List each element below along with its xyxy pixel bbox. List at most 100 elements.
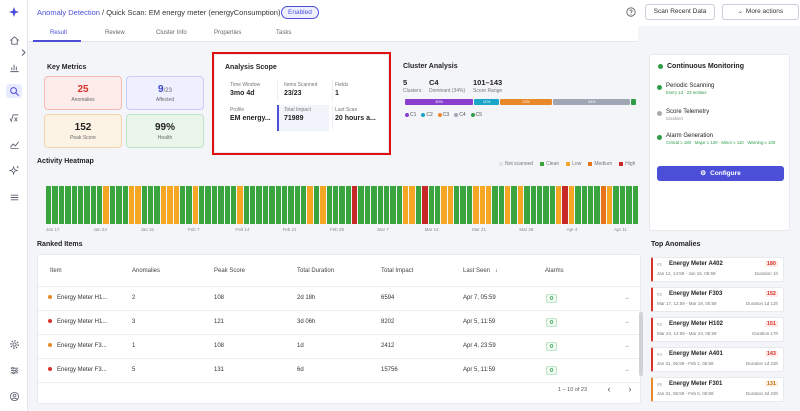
heatmap-day-cell[interactable]	[619, 186, 626, 224]
top-anomaly-card[interactable]: #1 Energy Meter A402 Jan 12, 14:59 - Jan 1…	[651, 257, 784, 282]
heatmap-day-cell[interactable]	[332, 186, 339, 224]
heatmap-day-cell[interactable]	[71, 186, 77, 224]
heatmap-day-cell[interactable]	[441, 186, 447, 224]
heatmap-day-cell[interactable]	[275, 186, 281, 224]
heatmap-day-cell[interactable]	[109, 186, 116, 224]
cluster-segment[interactable]: 34%	[553, 99, 631, 105]
settings-gear-icon[interactable]	[6, 337, 22, 351]
heatmap-day-cell[interactable]	[556, 186, 562, 224]
column-header-peak-score[interactable]: Peak Score	[214, 268, 246, 274]
table-row[interactable]: Energy Meter H1... 3 121 3d 06h 8202 Apr 5, 1…	[38, 310, 640, 334]
heatmap-day-cell[interactable]	[403, 186, 409, 224]
heatmap-day-cell[interactable]	[173, 186, 179, 224]
column-header-total-duration[interactable]: Total Duration	[297, 268, 335, 274]
heatmap-day-cell[interactable]	[46, 186, 52, 224]
home-icon[interactable]	[6, 33, 22, 47]
bar-chart-icon[interactable]	[6, 60, 22, 74]
heatmap-day-cell[interactable]	[262, 186, 269, 224]
heatmap-day-cell[interactable]	[237, 186, 243, 224]
heatmap-day-cell[interactable]	[422, 186, 428, 224]
heatmap-day-cell[interactable]	[205, 186, 211, 224]
alarm-generation-item[interactable]: Alarm Generation Critical ≥ 180 · Major ≥…	[666, 133, 775, 145]
top-anomaly-card[interactable]: #2 Energy Meter F303 Mar 17, 12:59 - Mar 1…	[651, 287, 784, 312]
score-telemetry-item[interactable]: Score Telemetry Disabled	[666, 109, 709, 121]
column-header-alarms[interactable]: Alarms	[545, 268, 564, 274]
top-anomaly-card[interactable]: #4 Energy Meter A401 Jan 31, 06:59 - Feb 2…	[651, 347, 784, 372]
heatmap-day-cell[interactable]	[409, 186, 415, 224]
heatmap-day-cell[interactable]	[339, 186, 345, 224]
menu-icon[interactable]	[6, 190, 22, 204]
heatmap-day-cell[interactable]	[390, 186, 396, 224]
heatmap-day-cell[interactable]	[352, 186, 358, 224]
heatmap-day-cell[interactable]	[466, 186, 473, 224]
heatmap-day-cell[interactable]	[230, 186, 237, 224]
cluster-segment[interactable]: 23%	[500, 99, 553, 105]
heatmap-day-cell[interactable]	[428, 186, 434, 224]
heatmap-day-cell[interactable]	[65, 186, 71, 224]
heatmap-day-cell[interactable]	[607, 186, 613, 224]
heatmap-day-cell[interactable]	[58, 186, 65, 224]
heatmap-day-cell[interactable]	[250, 186, 256, 224]
heatmap-day-cell[interactable]	[613, 186, 619, 224]
column-header-last-seen[interactable]: Last Seen ↓	[463, 268, 498, 274]
row-open-arrow-icon[interactable]: →	[624, 295, 630, 301]
heatmap-day-cell[interactable]	[492, 186, 498, 224]
heatmap-day-cell[interactable]	[434, 186, 441, 224]
heatmap-day-cell[interactable]	[135, 186, 141, 224]
search-icon[interactable]	[6, 84, 22, 98]
heatmap-day-cell[interactable]	[632, 186, 638, 224]
heatmap-day-cell[interactable]	[396, 186, 402, 224]
heatmap-day-cell[interactable]	[485, 186, 492, 224]
tab-cluster-info[interactable]: Cluster Info	[156, 30, 187, 36]
heatmap-day-cell[interactable]	[549, 186, 555, 224]
heatmap-day-cell[interactable]	[122, 186, 128, 224]
heatmap-day-cell[interactable]	[473, 186, 479, 224]
more-actions-button[interactable]: ⌄ More actions	[722, 4, 799, 20]
heatmap-day-cell[interactable]	[186, 186, 192, 224]
breadcrumb-anomaly-detection-link[interactable]: Anomaly Detection	[37, 8, 100, 17]
heatmap-day-cell[interactable]	[167, 186, 173, 224]
table-row[interactable]: Energy Meter F3... 5 131 6d 15756 Apr 5, 11:5…	[38, 358, 640, 382]
heatmap-day-cell[interactable]	[288, 186, 294, 224]
help-icon[interactable]	[626, 7, 636, 17]
heatmap-day-cell[interactable]	[224, 186, 230, 224]
heatmap-day-cell[interactable]	[148, 186, 154, 224]
heatmap-day-cell[interactable]	[498, 186, 504, 224]
heatmap-day-cell[interactable]	[211, 186, 218, 224]
heatmap-day-cell[interactable]	[479, 186, 485, 224]
heatmap-day-cell[interactable]	[320, 186, 326, 224]
sparkle-icon[interactable]	[6, 163, 22, 177]
heatmap-day-cell[interactable]	[116, 186, 122, 224]
scan-recent-data-button[interactable]: Scan Recent Data	[645, 4, 715, 20]
heatmap-day-cell[interactable]	[543, 186, 549, 224]
trend-line-icon[interactable]	[6, 137, 22, 151]
previous-page-icon[interactable]: ‹	[607, 384, 611, 394]
top-anomaly-card[interactable]: #3 Energy Meter H102 Mar 22, 12:59 - Mar 2…	[651, 317, 784, 342]
heatmap-day-cell[interactable]	[294, 186, 300, 224]
table-scrollbar[interactable]	[639, 312, 643, 376]
heatmap-day-cell[interactable]	[530, 186, 536, 224]
column-header-total-impact[interactable]: Total Impact	[381, 268, 414, 274]
heatmap-day-cell[interactable]	[313, 186, 320, 224]
chevron-right-icon[interactable]	[19, 48, 28, 57]
heatmap-day-cell[interactable]	[179, 186, 186, 224]
heatmap-day-cell[interactable]	[383, 186, 390, 224]
filter-sliders-icon[interactable]	[6, 363, 22, 377]
cluster-segment[interactable]: 30%	[405, 99, 474, 105]
heatmap-day-cell[interactable]	[77, 186, 84, 224]
cluster-segment[interactable]	[631, 99, 636, 105]
column-header-item[interactable]: Item	[50, 268, 62, 274]
heatmap-day-cell[interactable]	[358, 186, 364, 224]
heatmap-day-cell[interactable]	[345, 186, 351, 224]
table-row[interactable]: Energy Meter H1... 2 108 2d 18h 6594 Apr 7, 0…	[38, 286, 640, 310]
heatmap-day-cell[interactable]	[269, 186, 275, 224]
heatmap-day-cell[interactable]	[575, 186, 581, 224]
heatmap-day-cell[interactable]	[517, 186, 524, 224]
heatmap-day-cell[interactable]	[218, 186, 224, 224]
heatmap-day-cell[interactable]	[326, 186, 332, 224]
tab-properties[interactable]: Properties	[214, 30, 242, 36]
heatmap-day-cell[interactable]	[460, 186, 466, 224]
heatmap-day-cell[interactable]	[415, 186, 422, 224]
heatmap-day-cell[interactable]	[90, 186, 96, 224]
column-header-anomalies[interactable]: Anomalies	[132, 268, 161, 274]
